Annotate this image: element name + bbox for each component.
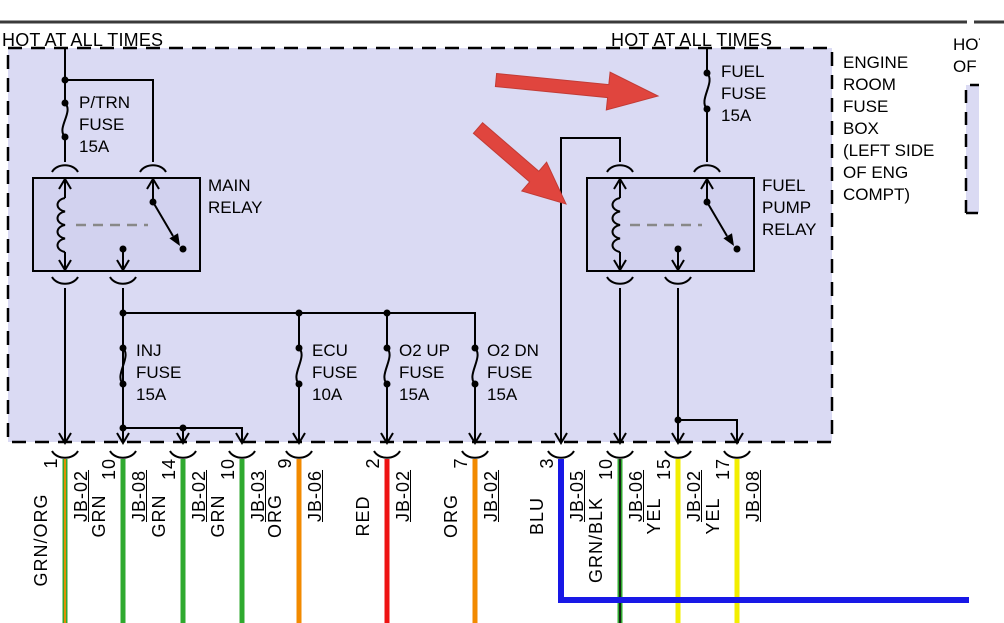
fuel-pump-relay-label-2: PUMP bbox=[762, 198, 812, 217]
inj-fuse-label-1: INJ bbox=[136, 341, 162, 360]
o2-up-fuse-label-1: O2 UP bbox=[399, 341, 451, 360]
wire-blu-route bbox=[558, 459, 969, 603]
main-relay-label-2: RELAY bbox=[208, 198, 263, 217]
wire-color: GRN/ORG bbox=[31, 493, 51, 587]
fuse-box-note-7: COMPT) bbox=[843, 185, 911, 204]
fuel-pump-relay-switch-arrowhead bbox=[723, 233, 734, 246]
fuel-pump-relay-coil bbox=[611, 197, 621, 253]
fuse-box-note-4: BOX bbox=[843, 119, 879, 138]
fuel-pump-relay-label-3: RELAY bbox=[762, 220, 817, 239]
edge-clipped-text: HOT OF bbox=[953, 34, 980, 80]
fuse-box-note-3: FUSE bbox=[843, 97, 889, 116]
wire-color: YEL bbox=[703, 497, 723, 535]
inj-fuse-label-2: FUSE bbox=[136, 363, 182, 382]
o2-dn-fuse-label-3: 15A bbox=[487, 385, 518, 404]
callout-arrow-upper bbox=[494, 71, 660, 111]
wire-connector: JB-08 bbox=[129, 469, 149, 523]
inj-fuse-label-3: 15A bbox=[136, 385, 167, 404]
junction-dots bbox=[61, 69, 741, 432]
ptrn-fuse-label-3: 15A bbox=[79, 137, 110, 156]
main-relay-label-1: MAIN bbox=[208, 176, 251, 195]
wire-connector: JB-02 bbox=[393, 469, 413, 523]
wire-color: GRN bbox=[149, 494, 169, 538]
fuse-box-note-2: ROOM bbox=[843, 75, 896, 94]
o2-up-fuse-label-2: FUSE bbox=[399, 363, 445, 382]
wire-connector: JB-06 bbox=[305, 469, 325, 523]
wire-connector: JB-05 bbox=[567, 469, 587, 523]
wire-connector: JB-02 bbox=[684, 469, 704, 523]
ecu-fuse-label-2: FUSE bbox=[312, 363, 358, 382]
wire-connector: JB-08 bbox=[743, 469, 763, 523]
o2-dn-fuse-label-1: O2 DN bbox=[487, 341, 539, 360]
wire-color: GRN/BLK bbox=[586, 496, 606, 584]
ptrn-fuse-label-1: P/TRN bbox=[79, 93, 130, 112]
fuel-fuse-label-1: FUEL bbox=[721, 62, 765, 81]
ecu-fuse-label-3: 10A bbox=[312, 385, 343, 404]
ecu-fuse-label-1: ECU bbox=[312, 341, 348, 360]
fuel-fuse-label-2: FUSE bbox=[721, 84, 767, 103]
hot-at-all-times-right: HOT AT ALL TIMES bbox=[611, 30, 773, 50]
wire-color: YEL bbox=[644, 497, 664, 535]
main-relay-coil bbox=[56, 197, 66, 253]
colored-wire-stubs bbox=[62, 459, 969, 623]
hot-at-all-times-left: HOT AT ALL TIMES bbox=[2, 30, 164, 50]
fuel-fuse-label-3: 15A bbox=[721, 106, 752, 125]
wire-connector: JB-02 bbox=[189, 469, 209, 523]
edge-clipped-line-2: OF bbox=[953, 57, 977, 76]
fuel-pump-relay-label-1: FUEL bbox=[762, 176, 806, 195]
fuse-box-note-1: ENGINE bbox=[843, 53, 909, 72]
wire-connector: JB-02 bbox=[71, 469, 91, 523]
adjacent-fuse-box-outline bbox=[964, 83, 979, 215]
wire-color: ORG bbox=[265, 494, 285, 539]
wire-color: RED bbox=[353, 495, 373, 537]
o2-up-fuse-label-3: 15A bbox=[399, 385, 430, 404]
ptrn-fuse-label-2: FUSE bbox=[79, 115, 125, 134]
edge-clipped-line-1: HOT bbox=[953, 35, 980, 54]
wire-color: GRN bbox=[208, 494, 228, 538]
wire-color: ORG bbox=[441, 494, 461, 539]
o2-dn-fuse-label-2: FUSE bbox=[487, 363, 533, 382]
main-relay-switch-arrowhead bbox=[169, 233, 180, 246]
wire-connector: JB-06 bbox=[626, 469, 646, 523]
fuse-box-note-6: OF ENG bbox=[843, 163, 909, 182]
wire-runs bbox=[64, 48, 738, 441]
fuse-box-note-5: (LEFT SIDE bbox=[843, 141, 935, 160]
wire-connector: JB-02 bbox=[481, 469, 501, 523]
callout-arrow-lower bbox=[472, 121, 567, 205]
wire-color: GRN bbox=[89, 494, 109, 538]
wire-color: BLU bbox=[527, 497, 547, 536]
